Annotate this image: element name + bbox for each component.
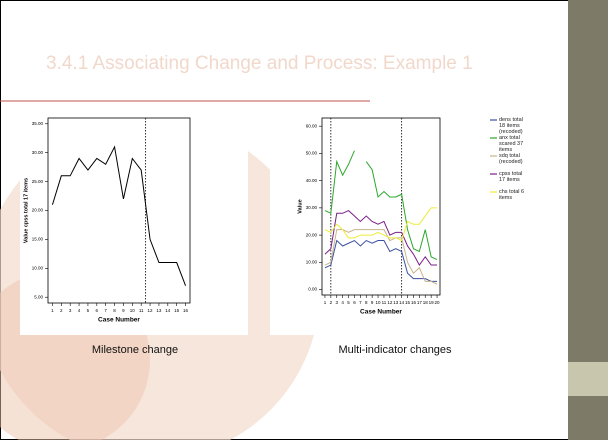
y-tick-label: 0.00 [308,287,317,292]
chart-caption: Multi-indicator changes [295,344,495,356]
y-tick-label: 50.00 [306,151,318,156]
y-tick-label: 30.00 [32,150,44,155]
x-tick-label: 11 [139,308,144,313]
x-tick-label: 14 [399,300,405,305]
slide-title: 3.4.1 Associating Change and Process: Ex… [46,52,561,76]
y-tick-label: 30.00 [306,205,318,210]
y-tick-label: 5.00 [34,294,43,299]
x-tick-label: 16 [183,308,189,313]
legend-label: cpss total 17 items [499,171,529,183]
x-tick-label: 10 [130,308,136,313]
x-tick-label: 17 [417,300,423,305]
legend-label: sdq total (recoded) [499,153,529,165]
x-tick-label: 12 [148,308,154,313]
x-tick-label: 15 [405,300,411,305]
x-axis-title: Case Number [98,317,140,324]
y-axis-title: Value cpss total 17 items [23,178,29,243]
y-tick-label: 20.00 [306,232,318,237]
slide: 5.0010.0015.0020.0025.0030.0035.00123456… [0,0,608,440]
x-tick-label: 18 [423,300,429,305]
y-tick-label: 25.00 [32,179,44,184]
y-tick-label: 10.00 [32,266,44,271]
y-tick-label: 60.00 [306,123,318,128]
y-tick-label: 10.00 [306,260,318,265]
x-tick-label: 16 [411,300,417,305]
y-axis-title: Value [297,199,303,213]
x-tick-label: 15 [174,308,180,313]
y-tick-label: 15.00 [32,237,44,242]
y-tick-label: 40.00 [306,178,318,183]
x-tick-label: 19 [429,300,435,305]
x-tick-label: 12 [387,300,393,305]
legend-label: anx total scared 37 items [499,135,529,153]
x-tick-label: 11 [382,300,387,305]
x-tick-label: 13 [393,300,399,305]
x-tick-label: 20 [435,300,441,305]
y-tick-label: 20.00 [32,208,44,213]
legend-label: dens total 18 items (recoded) [499,117,529,135]
x-tick-label: 10 [376,300,382,305]
x-tick-label: 13 [156,308,162,313]
legend-label: chs total 6 items [499,189,529,201]
x-axis-title: Case Number [360,309,402,316]
y-tick-label: 35.00 [32,121,44,126]
chart-panel [20,110,248,335]
x-tick-label: 14 [165,308,171,313]
side-band-block [568,362,608,396]
chart-caption: Milestone change [35,344,235,356]
